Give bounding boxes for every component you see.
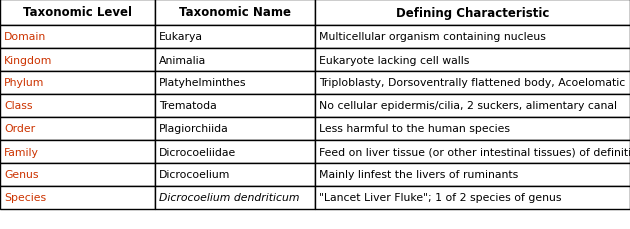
Text: Family: Family — [4, 147, 39, 157]
Text: Multicellular organism containing nucleus: Multicellular organism containing nucleu… — [319, 32, 546, 42]
Bar — [155, 186, 315, 209]
Text: "Lancet Liver Fluke"; 1 of 2 species of genus: "Lancet Liver Fluke"; 1 of 2 species of … — [319, 193, 561, 203]
Text: Domain: Domain — [4, 32, 46, 42]
Bar — [0, 0, 155, 26]
Bar — [315, 186, 630, 209]
Text: Animalia: Animalia — [159, 55, 206, 65]
Text: Eukaryote lacking cell walls: Eukaryote lacking cell walls — [319, 55, 469, 65]
Bar — [315, 140, 630, 163]
Text: Species: Species — [4, 193, 46, 203]
Text: No cellular epidermis/cilia, 2 suckers, alimentary canal: No cellular epidermis/cilia, 2 suckers, … — [319, 101, 617, 111]
Text: Feed on liver tissue (or other intestinal tissues) of definitive host: Feed on liver tissue (or other intestina… — [319, 147, 630, 157]
Text: Triploblasty, Dorsoventrally flattened body, Acoelomatic: Triploblasty, Dorsoventrally flattened b… — [319, 78, 625, 88]
Text: Taxonomic Name: Taxonomic Name — [179, 6, 291, 19]
Bar — [155, 95, 315, 117]
Text: Eukarya: Eukarya — [159, 32, 203, 42]
Text: Dicrocoeliidae: Dicrocoeliidae — [159, 147, 236, 157]
Bar — [155, 163, 315, 186]
Bar — [315, 49, 630, 72]
Bar — [0, 95, 155, 117]
Bar — [315, 0, 630, 26]
Bar — [0, 72, 155, 95]
Text: Kingdom: Kingdom — [4, 55, 52, 65]
Bar — [155, 26, 315, 49]
Text: Trematoda: Trematoda — [159, 101, 217, 111]
Bar — [155, 72, 315, 95]
Bar — [155, 140, 315, 163]
Bar — [315, 163, 630, 186]
Bar — [0, 49, 155, 72]
Text: Less harmful to the human species: Less harmful to the human species — [319, 124, 510, 134]
Bar — [155, 117, 315, 140]
Text: Plagiorchiida: Plagiorchiida — [159, 124, 229, 134]
Bar — [0, 26, 155, 49]
Text: Dicrocoelium: Dicrocoelium — [159, 170, 231, 180]
Text: Taxonomic Level: Taxonomic Level — [23, 6, 132, 19]
Bar — [315, 95, 630, 117]
Bar — [0, 163, 155, 186]
Bar — [315, 26, 630, 49]
Bar — [155, 0, 315, 26]
Text: Mainly linfest the livers of ruminants: Mainly linfest the livers of ruminants — [319, 170, 518, 180]
Bar — [0, 117, 155, 140]
Bar — [315, 117, 630, 140]
Bar — [0, 140, 155, 163]
Text: Order: Order — [4, 124, 35, 134]
Bar — [315, 72, 630, 95]
Text: Defining Characteristic: Defining Characteristic — [396, 6, 549, 19]
Text: Dicrocoelium dendriticum: Dicrocoelium dendriticum — [159, 193, 299, 203]
Text: Phylum: Phylum — [4, 78, 44, 88]
Bar — [0, 186, 155, 209]
Text: Platyhelminthes: Platyhelminthes — [159, 78, 246, 88]
Bar — [155, 49, 315, 72]
Text: Genus: Genus — [4, 170, 38, 180]
Text: Class: Class — [4, 101, 33, 111]
